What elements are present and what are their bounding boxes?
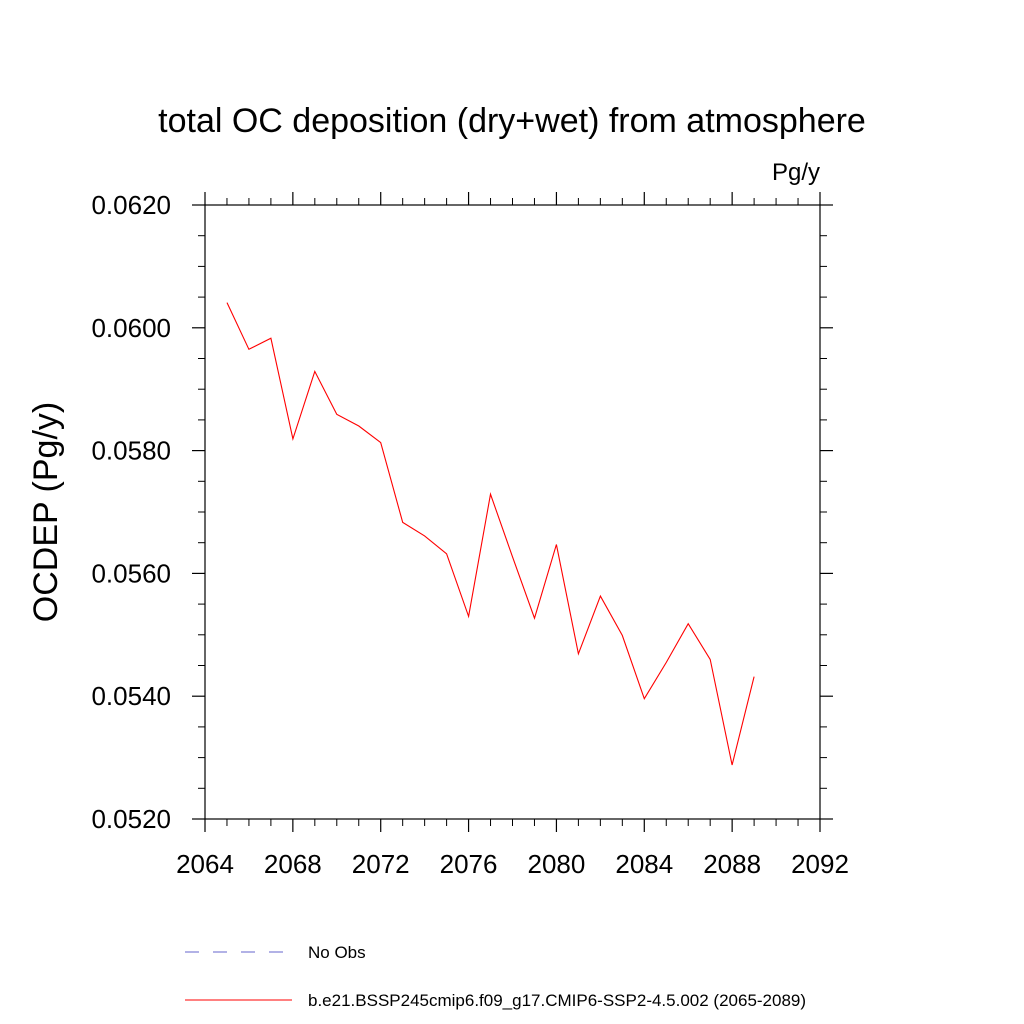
units-label: Pg/y xyxy=(772,159,820,186)
x-tick-label: 2068 xyxy=(264,849,322,879)
legend-label-no-obs: No Obs xyxy=(308,943,366,962)
legend-label-model-run: b.e21.BSSP245cmip6.f09_g17.CMIP6-SSP2-4.… xyxy=(308,991,806,1010)
x-tick-label: 2092 xyxy=(791,849,849,879)
x-tick-label: 2064 xyxy=(176,849,234,879)
y-tick-label: 0.0520 xyxy=(91,804,171,834)
x-tick-label: 2084 xyxy=(615,849,673,879)
chart-title: total OC deposition (dry+wet) from atmos… xyxy=(158,102,866,140)
x-tick-label: 2072 xyxy=(352,849,410,879)
plot-frame xyxy=(204,204,821,820)
x-tick-label: 2076 xyxy=(440,849,498,879)
y-axis-label: OCDEP (Pg/y) xyxy=(27,402,65,622)
x-tick-label: 2088 xyxy=(703,849,761,879)
y-tick-label: 0.0620 xyxy=(91,190,171,220)
x-tick-label: 2080 xyxy=(528,849,586,879)
axis-ticks xyxy=(192,192,833,832)
y-tick-label: 0.0540 xyxy=(91,681,171,711)
y-tick-label: 0.0580 xyxy=(91,436,171,466)
tick-labels: 2064 2068 2072 2076 2080 2084 2088 2092 0.0520 0.… xyxy=(91,190,848,879)
series-line xyxy=(226,302,755,766)
y-tick-label: 0.0560 xyxy=(91,558,171,588)
legend: No Obs b.e21.BSSP245cmip6.f09_g17.CMIP6-… xyxy=(185,943,806,1010)
y-tick-label: 0.0600 xyxy=(91,313,171,343)
